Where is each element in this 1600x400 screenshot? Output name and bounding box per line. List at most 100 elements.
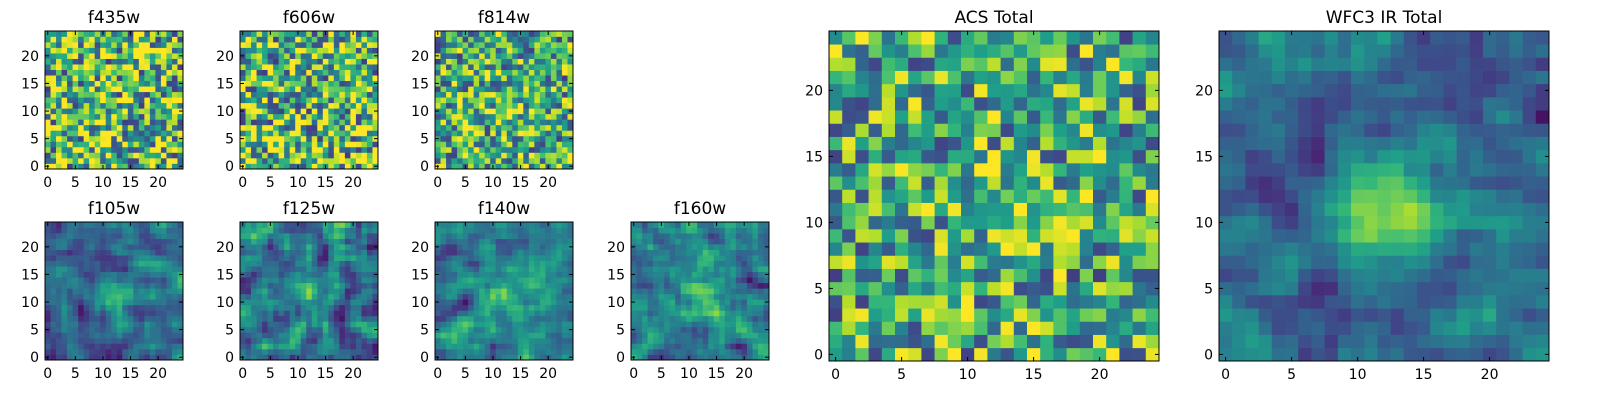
heatmap-cell xyxy=(881,163,896,177)
heatmap-cell xyxy=(89,266,96,273)
heatmap-cell xyxy=(322,91,329,98)
heatmap-cell xyxy=(361,332,368,339)
heatmap-cell xyxy=(339,124,346,131)
heatmap-cell xyxy=(435,304,441,311)
heatmap-cell xyxy=(451,152,458,159)
heatmap-cell xyxy=(116,244,123,250)
heatmap-cell xyxy=(490,271,497,278)
heatmap-cell xyxy=(317,233,324,239)
heatmap-cell xyxy=(534,282,541,289)
heatmap-cell xyxy=(328,86,335,93)
heatmap-cell xyxy=(278,130,285,137)
heatmap-cell xyxy=(328,354,335,361)
heatmap-cell xyxy=(361,36,368,43)
heatmap-cell xyxy=(501,222,508,228)
heatmap-cell xyxy=(105,97,112,104)
heatmap-cell xyxy=(267,293,274,300)
heatmap-cell xyxy=(56,348,62,355)
heatmap-cell xyxy=(149,348,156,355)
heatmap-cell xyxy=(171,343,178,350)
heatmap-cell xyxy=(289,146,296,153)
heatmap-cell xyxy=(1040,268,1054,283)
heatmap-cell xyxy=(61,293,68,300)
heatmap-cell xyxy=(89,249,96,256)
heatmap-cell xyxy=(366,227,373,234)
heatmap-cell xyxy=(138,260,145,267)
heatmap-cell xyxy=(289,119,296,126)
heatmap-cell xyxy=(83,310,90,317)
heatmap-cell xyxy=(295,124,302,131)
heatmap-cell xyxy=(506,293,513,300)
heatmap-cell xyxy=(1145,176,1160,190)
heatmap-cell xyxy=(67,157,73,164)
heatmap-cell xyxy=(61,135,68,142)
heatmap-cell xyxy=(1053,295,1067,309)
heatmap-cell xyxy=(908,334,922,349)
heatmap-cell xyxy=(451,260,458,267)
heatmap-cell xyxy=(289,299,296,306)
heatmap-cell xyxy=(72,108,79,115)
heatmap-cell xyxy=(440,135,447,142)
heatmap-cell xyxy=(1093,334,1107,349)
heatmap-cell xyxy=(72,271,79,278)
heatmap-cell xyxy=(506,47,513,54)
heatmap-cell xyxy=(468,113,474,120)
heatmap-cell xyxy=(708,255,715,261)
heatmap-cell xyxy=(273,277,279,284)
heatmap-cell xyxy=(350,86,357,93)
heatmap-cell xyxy=(177,91,184,98)
heatmap-cell xyxy=(144,157,151,164)
heatmap-cell xyxy=(757,260,764,267)
heatmap-cell xyxy=(344,249,351,256)
heatmap-cell xyxy=(479,354,486,361)
heatmap-cell xyxy=(561,244,568,250)
heatmap-cell xyxy=(451,80,458,87)
heatmap-cell xyxy=(122,249,129,256)
heatmap-cell xyxy=(719,255,726,261)
heatmap-cell xyxy=(435,227,441,234)
heatmap-cell xyxy=(934,176,949,190)
heatmap-cell xyxy=(344,130,351,137)
heatmap-cell xyxy=(344,31,351,37)
heatmap-cell xyxy=(166,80,173,87)
heatmap-cell xyxy=(697,332,704,339)
heatmap-cell xyxy=(440,354,447,361)
heatmap-cell xyxy=(550,332,557,339)
heatmap-cell xyxy=(440,42,447,48)
heatmap-cell xyxy=(289,69,296,76)
heatmap-cell xyxy=(245,337,252,344)
heatmap-cell xyxy=(339,343,346,350)
x-tick-label: 15 xyxy=(512,175,530,191)
heatmap-cell xyxy=(473,113,480,120)
heatmap-cell xyxy=(484,47,491,54)
heatmap-cell xyxy=(501,146,508,153)
heatmap-cell xyxy=(284,69,291,76)
heatmap-cell xyxy=(501,326,508,333)
heatmap-cell xyxy=(451,326,458,333)
heatmap-cell xyxy=(517,130,524,137)
heatmap-cell xyxy=(550,233,557,239)
heatmap-cell xyxy=(171,42,178,48)
heatmap-cell xyxy=(735,227,742,234)
heatmap-cell xyxy=(273,326,279,333)
heatmap-cell xyxy=(708,321,715,328)
heatmap-cell xyxy=(284,233,291,239)
heatmap-cell xyxy=(468,108,474,115)
heatmap-cell xyxy=(746,321,753,328)
heatmap-cell xyxy=(545,36,552,43)
heatmap-cell xyxy=(56,299,62,306)
heatmap-cell xyxy=(122,113,129,120)
heatmap-cell xyxy=(719,310,726,317)
heatmap-cell xyxy=(149,157,156,164)
heatmap-cell xyxy=(440,102,447,109)
heatmap-cell xyxy=(289,277,296,284)
heatmap-cell xyxy=(468,233,474,239)
heatmap-cell xyxy=(534,348,541,355)
heatmap-cell xyxy=(177,321,184,328)
heatmap-cell xyxy=(881,242,896,256)
heatmap-cell xyxy=(94,141,101,148)
heatmap-cell xyxy=(317,321,324,328)
heatmap-cell xyxy=(72,343,79,350)
heatmap-cell xyxy=(506,282,513,289)
heatmap-cell xyxy=(440,244,447,250)
